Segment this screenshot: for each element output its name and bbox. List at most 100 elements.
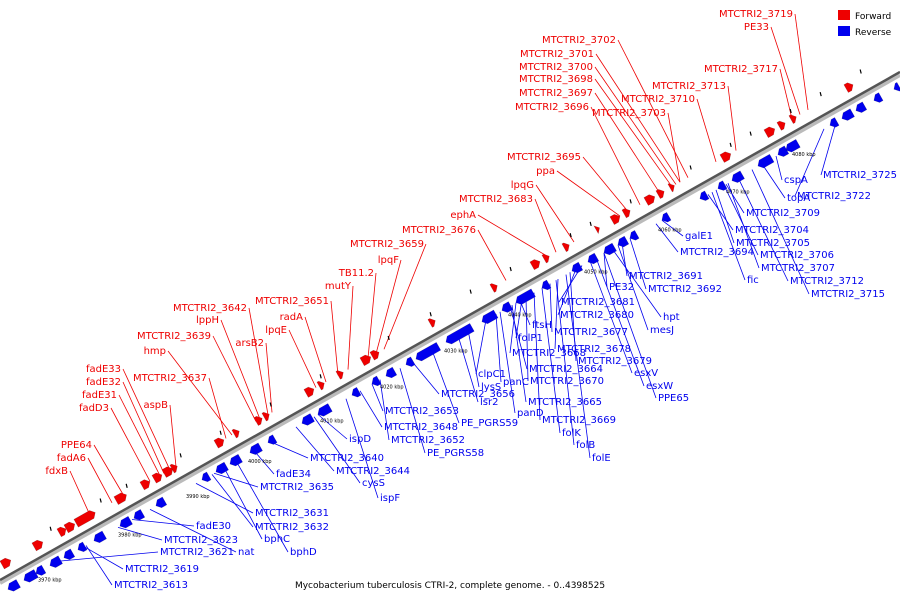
forward-gene-label: lpqF	[378, 255, 399, 266]
reverse-gene-label: MTCTRI2_3722	[797, 191, 871, 202]
forward-gene	[303, 386, 315, 398]
reverse-gene-label: MTCTRI2_3635	[260, 482, 334, 493]
reverse-gene-label: mesJ	[650, 325, 674, 336]
forward-gene-label: mutY	[325, 281, 352, 292]
forward-gene-label: MTCTRI2_3651	[255, 296, 329, 307]
legend-forward-swatch	[838, 10, 850, 20]
reverse-gene-label: MTCTRI2_3680	[560, 310, 634, 321]
reverse-gene	[717, 180, 728, 191]
forward-gene-label: fadA6	[57, 453, 86, 464]
kbp-tick-label: 4060 kbp	[658, 228, 682, 234]
forward-gene	[843, 82, 854, 93]
reverse-gene	[501, 301, 514, 313]
reverse-gene-label: MTCTRI2_3631	[255, 508, 329, 519]
reverse-gene	[873, 92, 884, 103]
forward-gene-label: fadE33	[86, 364, 121, 375]
kbp-tick-label: 4030 kbp	[444, 349, 468, 355]
reverse-gene-label: fic	[747, 275, 759, 286]
reverse-gene	[155, 496, 168, 509]
reverse-gene-label: MTCTRI2_3677	[554, 327, 628, 338]
legend: Forward Reverse	[838, 10, 892, 38]
forward-gene	[139, 479, 151, 491]
reverse-gene-label: folP1	[518, 333, 543, 344]
forward-gene	[113, 492, 127, 505]
reverse-gene-label: hpt	[663, 312, 680, 323]
reverse-gene-label: MTCTRI2_3678	[557, 344, 631, 355]
forward-gene	[261, 411, 270, 422]
reverse-gene-label: MTCTRI2_3725	[823, 170, 897, 181]
forward-gene-label: fadD3	[79, 403, 109, 414]
forward-gene-label: PE33	[744, 22, 769, 33]
legend-reverse-swatch	[838, 26, 850, 36]
reverse-gene-label: cspA	[784, 175, 808, 186]
forward-gene-label: ppa	[536, 166, 555, 177]
forward-gene-label: TB11.2	[338, 268, 374, 279]
kbp-tick-label: 4080 kbp	[792, 152, 816, 158]
reverse-gene-label: ispF	[380, 493, 400, 504]
reverse-gene-label: esxV	[634, 368, 658, 379]
forward-gene-label: MTCTRI2_3698	[519, 74, 593, 85]
forward-gene-label: lpqE	[265, 325, 287, 336]
forward-gene	[763, 126, 776, 139]
forward-gene	[561, 242, 570, 253]
forward-gene-label: lpqG	[511, 180, 534, 191]
reverse-gene	[351, 386, 362, 398]
reverse-gene-label: lsr2	[480, 397, 498, 408]
forward-gene-label: MTCTRI2_3702	[542, 35, 616, 46]
kbp-tick-label: 4000 kbp	[248, 459, 272, 465]
forward-gene-label: MTCTRI2_3710	[621, 94, 695, 105]
reverse-gene-label: esxW	[646, 381, 673, 392]
forward-gene-label: MTCTRI2_3700	[519, 62, 593, 73]
reverse-gene-label: MTCTRI2_3670	[530, 376, 604, 387]
reverse-gene	[571, 261, 584, 274]
label-layer: fdxB fadA6 PPE64 fadD3 fadE31 fadE32 fadE33 asp…	[45, 9, 897, 591]
forward-gene	[0, 557, 12, 570]
forward-gene-label: radA	[280, 312, 304, 323]
reverse-gene	[785, 139, 801, 153]
reverse-gene-label: PE_PGRS58	[427, 448, 484, 459]
reverse-gene	[587, 252, 600, 265]
reverse-gene-label: MTCTRI2_3712	[790, 276, 864, 287]
kbp-tick-label: 4020 kbp	[380, 385, 404, 391]
reverse-gene	[35, 564, 47, 576]
reverse-gene-label: MTCTRI2_3669	[542, 415, 616, 426]
reverse-gene	[515, 288, 536, 305]
reverse-gene-label: MTCTRI2_3709	[746, 208, 820, 219]
reverse-gene-label: MTCTRI2_3681	[561, 297, 635, 308]
forward-gene	[73, 510, 96, 528]
forward-gene	[643, 194, 656, 206]
reverse-gene-label: MTCTRI2_3705	[736, 238, 810, 249]
reverse-gene-label: folE	[592, 453, 611, 464]
reverse-gene-label: lysS	[481, 382, 501, 393]
reverse-gene-label: ftsH	[532, 320, 552, 331]
forward-gene	[369, 350, 380, 361]
reverse-gene	[93, 530, 107, 544]
reverse-gene-label: MTCTRI2_3623	[164, 535, 238, 546]
forward-gene-label: MTCTRI2_3637	[133, 373, 207, 384]
gene-layer	[0, 82, 900, 592]
reverse-gene-label: ispD	[349, 434, 371, 445]
forward-gene	[655, 189, 665, 200]
genome-backbone	[0, 70, 900, 582]
kbp-tick-label: 4070 kbp	[726, 189, 750, 195]
forward-gene-label: MTCTRI2_3719	[719, 9, 793, 20]
reverse-gene	[229, 453, 243, 467]
reverse-gene	[49, 555, 63, 568]
forward-gene-label: arsB2	[235, 338, 264, 349]
reverse-gene-label: MTCTRI2_3652	[391, 435, 465, 446]
forward-gene	[621, 208, 631, 219]
forward-gene	[667, 183, 675, 193]
forward-gene-label: ephA	[450, 210, 476, 221]
reverse-gene-label: MTCTRI2_3715	[811, 289, 885, 300]
forward-gene-label: MTCTRI2_3697	[519, 88, 593, 99]
forward-gene	[213, 437, 225, 449]
forward-gene	[56, 526, 67, 538]
reverse-gene	[415, 341, 442, 362]
reverse-gene-label: folB	[576, 440, 595, 451]
forward-gene-label: MTCTRI2_3659	[350, 239, 424, 250]
reverse-gene-label: galE1	[685, 231, 713, 242]
reverse-gene	[603, 242, 617, 256]
forward-gene	[63, 521, 76, 534]
forward-gene	[529, 259, 541, 271]
